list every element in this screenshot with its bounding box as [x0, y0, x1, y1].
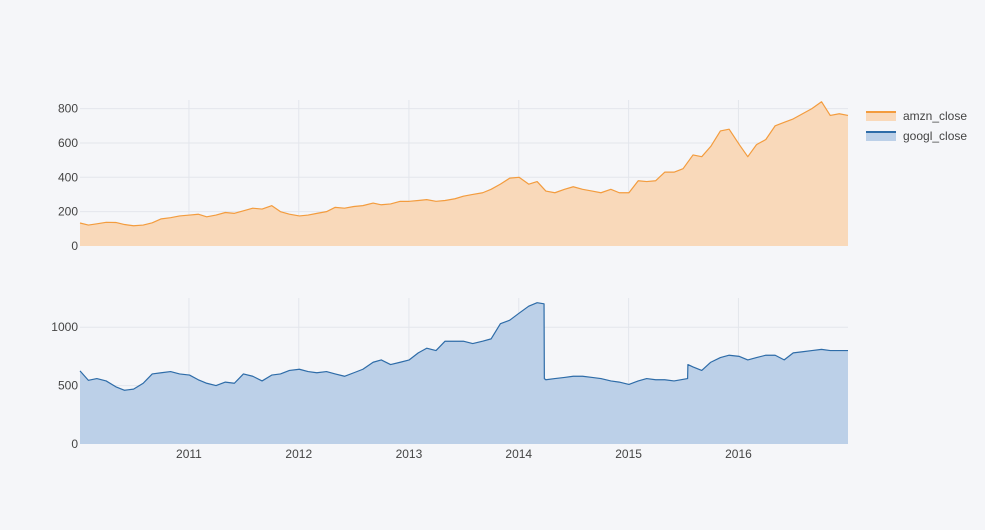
- legend: amzn_close googl_close: [866, 106, 984, 146]
- area-fill-amzn-close: [80, 101, 848, 246]
- y-tick-label: 0: [71, 437, 78, 451]
- y-tick-label: 400: [58, 170, 78, 184]
- x-tick-label: 2016: [725, 447, 752, 461]
- series-line-amzn-close[interactable]: [79, 101, 849, 227]
- y-tick-label: 600: [58, 136, 78, 150]
- y-tick-label: 200: [58, 205, 78, 219]
- y-tick-label: 500: [58, 379, 78, 393]
- legend-label-googl-close: googl_close: [903, 129, 968, 143]
- series-line-googl-close[interactable]: [79, 302, 848, 391]
- legend-swatch-amzn-close: [866, 111, 896, 121]
- subplot-amzn: 0 200 400 600 800: [58, 100, 849, 253]
- x-tick-label: 2015: [615, 447, 642, 461]
- area-fill-googl-close: [80, 302, 848, 444]
- x-tick-label: 2014: [505, 447, 532, 461]
- legend-item-googl-close[interactable]: googl_close: [866, 126, 984, 146]
- x-tick-label: 2011: [176, 447, 202, 461]
- y-tick-label: 800: [58, 102, 78, 116]
- y-tick-label: 1000: [51, 320, 78, 334]
- shared-x-axis: 2011 2012 2013 2014 2015 2016: [176, 447, 752, 461]
- legend-label-amzn-close: amzn_close: [903, 109, 968, 123]
- subplot-googl: 0 500 1000: [51, 298, 848, 451]
- y-tick-label: 0: [71, 239, 78, 253]
- legend-swatch-googl-close: [866, 131, 896, 141]
- legend-item-amzn-close[interactable]: amzn_close: [866, 106, 984, 126]
- x-tick-label: 2012: [285, 447, 312, 461]
- x-tick-label: 2013: [396, 447, 423, 461]
